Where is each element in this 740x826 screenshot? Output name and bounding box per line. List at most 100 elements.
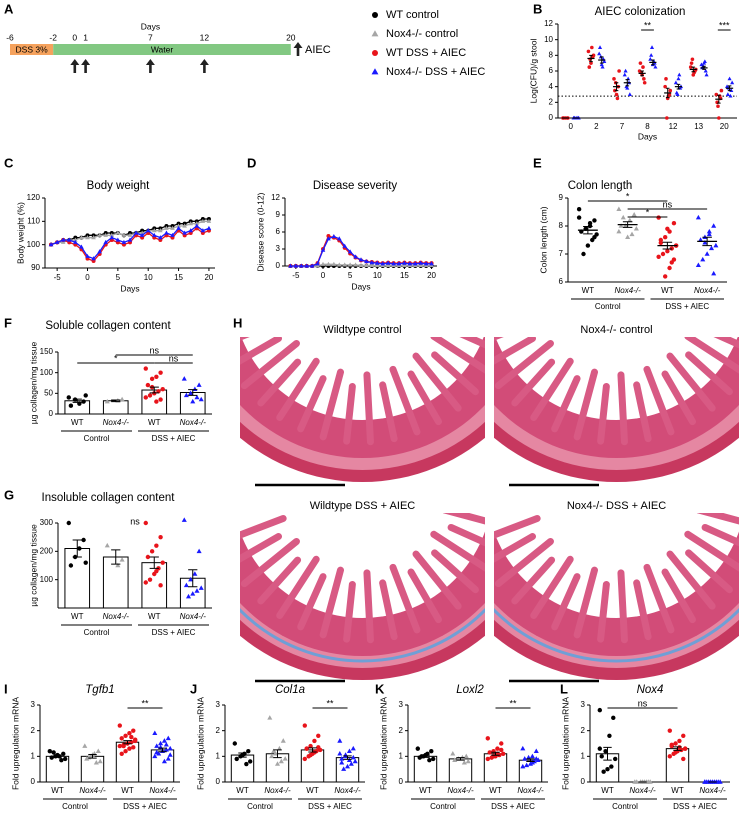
y-tick-label: 6	[559, 277, 564, 286]
x-tick-label: 5	[116, 273, 121, 282]
data-point	[77, 546, 82, 551]
data-point	[620, 214, 626, 220]
data-point	[673, 80, 678, 85]
legend-label: WT control	[386, 9, 439, 21]
x-tick-label: WT	[51, 786, 64, 795]
tissue-crypt	[319, 566, 345, 639]
data-point	[320, 261, 326, 266]
group-label: Control	[62, 802, 88, 811]
group-label: Control	[84, 434, 110, 443]
data-point	[585, 243, 591, 248]
x-tick-label: Nox4-/-	[264, 786, 291, 795]
data-point	[364, 262, 369, 268]
data-point	[47, 749, 52, 754]
significance-label: ns	[169, 353, 179, 363]
data-point	[121, 232, 127, 237]
data-point	[711, 270, 717, 276]
data-point	[127, 237, 133, 242]
data-point	[190, 591, 196, 596]
data-point	[681, 756, 686, 762]
data-point	[529, 760, 535, 765]
y-tick-label: 4	[549, 82, 554, 91]
y-tick-label: 1	[399, 751, 404, 760]
sem-bar	[526, 758, 535, 762]
tissue-crypt	[379, 579, 398, 641]
data-point	[385, 262, 391, 268]
data-point	[145, 382, 151, 388]
data-point	[73, 239, 78, 244]
data-point	[302, 723, 307, 728]
group-label: Control	[84, 628, 110, 637]
significance-label: ns	[149, 345, 159, 355]
data-point	[419, 754, 424, 759]
data-point	[677, 72, 682, 77]
data-point	[97, 758, 103, 764]
sem-bar	[238, 752, 247, 758]
sem-bar	[603, 746, 612, 761]
tissue-fibrosis	[240, 607, 485, 663]
y-tick-label: 9	[559, 193, 564, 202]
tissue-crypt	[685, 549, 733, 594]
tissue-crypt	[551, 573, 581, 631]
data-point	[234, 756, 239, 762]
histology-title: Wildtype control	[323, 324, 401, 336]
group-label: DSS + AIEC	[308, 802, 352, 811]
data-point	[658, 237, 664, 243]
data-point	[418, 260, 424, 265]
sem-bar	[308, 747, 317, 753]
chart-title: Body weight	[87, 180, 150, 192]
data-point	[677, 738, 682, 744]
x-tick-label: Nox4-/-	[180, 418, 207, 427]
legend-label: WT DSS + AIEC	[386, 47, 466, 59]
sem-bar	[640, 70, 644, 77]
data-point	[82, 743, 88, 748]
data-point	[68, 403, 74, 408]
data-point	[617, 69, 621, 73]
legend-label: Nox4-/- control	[386, 28, 458, 40]
tissue-crypt	[713, 337, 739, 349]
data-point	[342, 243, 348, 248]
data-point	[602, 59, 607, 64]
data-point	[702, 59, 707, 64]
x-tick-label: Nox4-/-	[103, 612, 130, 621]
tissue-crypt	[240, 533, 282, 563]
group-label: DSS + AIEC	[491, 802, 535, 811]
sem-bar	[273, 749, 282, 759]
data-point	[642, 77, 646, 81]
data-point	[156, 389, 161, 394]
data-point	[151, 228, 157, 233]
data-point	[145, 228, 151, 233]
data-point	[104, 398, 110, 404]
data-point	[667, 754, 672, 759]
sem-bar	[717, 94, 721, 104]
data-point	[309, 263, 315, 268]
data-point	[278, 758, 284, 764]
tissue-crypt	[276, 357, 320, 421]
tissue-crypt	[551, 375, 581, 433]
y-tick-label: 3	[31, 700, 36, 709]
x-tick-label: Nox4-/-	[694, 286, 721, 295]
tissue-crypt	[597, 580, 610, 643]
data-point	[653, 64, 658, 69]
data-point	[194, 223, 200, 228]
data-point	[145, 554, 151, 560]
data-point	[586, 49, 591, 54]
data-point	[103, 239, 109, 244]
data-point	[346, 748, 352, 753]
data-point	[232, 741, 237, 746]
tissue-crypt	[276, 555, 320, 619]
y-tick-label: 2	[31, 726, 36, 735]
data-point	[248, 759, 253, 764]
x-tick-label: Nox4-/-	[517, 786, 544, 795]
tissue-crypt	[431, 549, 479, 594]
data-point	[627, 92, 632, 96]
x-axis-label: Days	[120, 283, 139, 293]
y-axis-label: Body weight (%)	[15, 202, 25, 264]
data-point	[49, 755, 54, 760]
data-point	[54, 239, 60, 244]
tissue-crypt	[430, 530, 485, 572]
data-point	[149, 376, 155, 382]
data-point	[717, 116, 721, 120]
y-tick-label: 0	[549, 113, 554, 122]
aiec-arrow	[199, 59, 209, 73]
